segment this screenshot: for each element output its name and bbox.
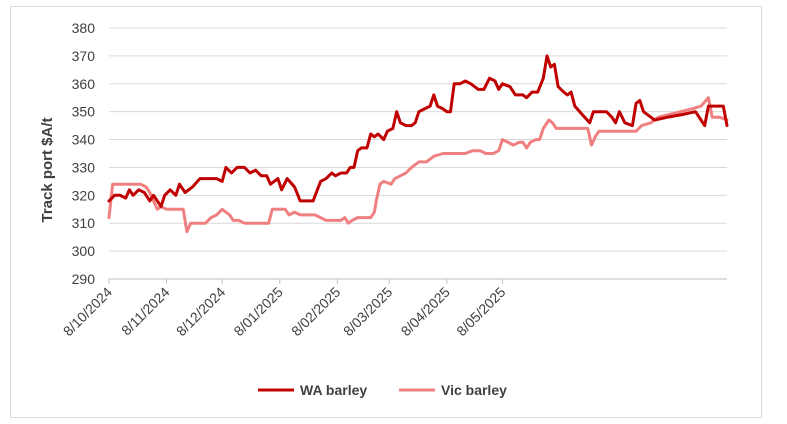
x-tick-label: 8/04/2025 [398,284,454,340]
y-tick-label: 290 [72,271,96,287]
y-tick-label: 340 [72,132,96,148]
y-tick-label: 370 [72,48,96,64]
x-tick-label: 8/11/2024 [118,284,173,339]
x-tick-label: 8/02/2025 [288,284,344,340]
series-line-vic-barley [107,96,729,234]
y-tick-label: 330 [72,159,96,175]
series-lines [107,54,729,234]
legend: WA barley Vic barley [258,382,507,398]
y-axis-label: Track port $A/t [39,117,56,222]
gridlines [109,27,727,280]
series-line-wa-barley [107,54,729,208]
y-tick-label: 320 [72,187,96,203]
y-tick-label: 380 [72,20,96,36]
x-tick-label: 8/01/2025 [230,284,286,340]
y-tick-label: 300 [72,243,96,259]
legend-label: WA barley [300,382,367,398]
y-tick-label: 360 [72,76,96,92]
x-tick-label: 8/10/2024 [60,284,116,340]
x-tick-label: 8/03/2025 [340,284,396,340]
x-tick-label: 8/05/2025 [453,284,509,340]
legend-label: Vic barley [441,382,507,398]
y-tick-label: 350 [72,104,96,120]
x-tick-labels: 8/10/2024 8/11/2024 8/12/2024 8/01/2025 8/02… [60,279,509,339]
chart-area [10,6,762,418]
y-tick-labels: 290 300 310 320 330 340 350 360 370 380 [72,20,96,287]
y-tick-label: 310 [72,215,96,231]
x-tick-label: 8/12/2024 [173,284,229,340]
